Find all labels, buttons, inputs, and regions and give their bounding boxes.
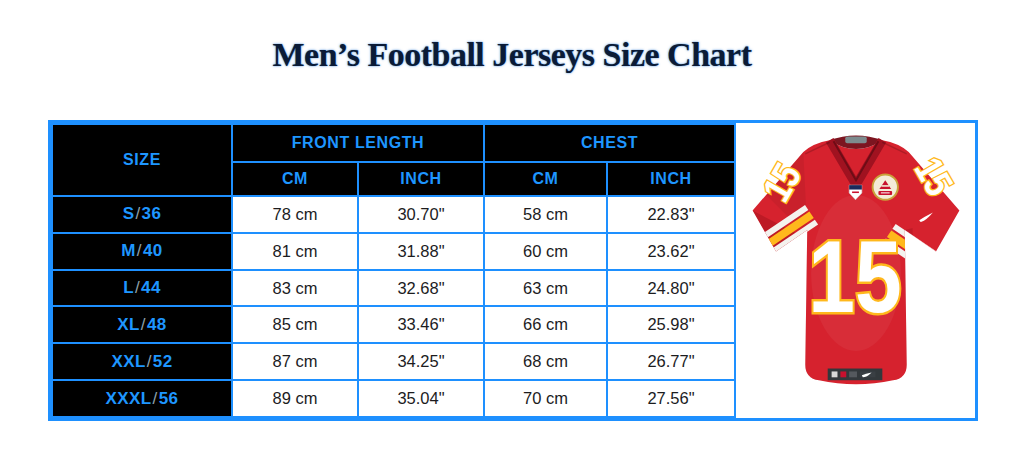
value-cell: 58 cm — [484, 196, 607, 233]
value-cell: 70 cm — [484, 380, 607, 417]
value-cell: 60 cm — [484, 233, 607, 270]
value-cell: 32.68" — [358, 270, 484, 307]
size-cell: XXXL/56 — [52, 380, 232, 417]
table-row: M/4081 cm31.88"60 cm23.62" — [52, 233, 735, 270]
col-header-chest: CHEST — [484, 124, 735, 162]
value-cell: 78 cm — [232, 196, 358, 233]
value-cell: 24.80" — [607, 270, 735, 307]
table-row: L/4483 cm32.68"63 cm24.80" — [52, 270, 735, 307]
value-cell: 85 cm — [232, 306, 358, 343]
jersey-image-area: 15 15 — [736, 123, 975, 418]
chest-patch-icon — [872, 174, 897, 199]
value-cell: 81 cm — [232, 233, 358, 270]
col-header-chest-inch: INCH — [607, 162, 735, 196]
col-header-chest-cm: CM — [484, 162, 607, 196]
value-cell: 87 cm — [232, 343, 358, 380]
collar-tape — [845, 136, 866, 143]
jersey-number-front: 15 — [808, 219, 901, 334]
size-chart-container: SIZE FRONT LENGTH CHEST CM INCH CM INCH … — [48, 120, 978, 421]
value-cell: 26.77" — [607, 343, 735, 380]
value-cell: 23.62" — [607, 233, 735, 270]
size-cell: XL/48 — [52, 306, 232, 343]
col-header-size: SIZE — [52, 124, 232, 196]
value-cell: 68 cm — [484, 343, 607, 380]
value-cell: 33.46" — [358, 306, 484, 343]
jersey-hem-tag — [827, 369, 882, 381]
page-title: Men’s Football Jerseys Size Chart — [0, 36, 1024, 74]
value-cell: 63 cm — [484, 270, 607, 307]
size-cell: XXL/52 — [52, 343, 232, 380]
value-cell: 66 cm — [484, 306, 607, 343]
table-row: S/3678 cm30.70"58 cm22.83" — [52, 196, 735, 233]
table-row: XXXL/5689 cm35.04"70 cm27.56" — [52, 380, 735, 417]
table-row: XL/4885 cm33.46"66 cm25.98" — [52, 306, 735, 343]
col-header-front-cm: CM — [232, 162, 358, 196]
size-cell: S/36 — [52, 196, 232, 233]
value-cell: 25.98" — [607, 306, 735, 343]
value-cell: 31.88" — [358, 233, 484, 270]
size-cell: L/44 — [52, 270, 232, 307]
jersey-image: 15 15 — [737, 125, 975, 416]
col-header-front-inch: INCH — [358, 162, 484, 196]
value-cell: 30.70" — [358, 196, 484, 233]
size-table: SIZE FRONT LENGTH CHEST CM INCH CM INCH … — [51, 123, 736, 418]
value-cell: 89 cm — [232, 380, 358, 417]
value-cell: 22.83" — [607, 196, 735, 233]
col-header-front-length: FRONT LENGTH — [232, 124, 484, 162]
value-cell: 34.25" — [358, 343, 484, 380]
svg-text:15: 15 — [808, 219, 901, 334]
value-cell: 27.56" — [607, 380, 735, 417]
size-cell: M/40 — [52, 233, 232, 270]
size-table-body: S/3678 cm30.70"58 cm22.83"M/4081 cm31.88… — [52, 196, 735, 417]
value-cell: 35.04" — [358, 380, 484, 417]
table-row: XXL/5287 cm34.25"68 cm26.77" — [52, 343, 735, 380]
value-cell: 83 cm — [232, 270, 358, 307]
